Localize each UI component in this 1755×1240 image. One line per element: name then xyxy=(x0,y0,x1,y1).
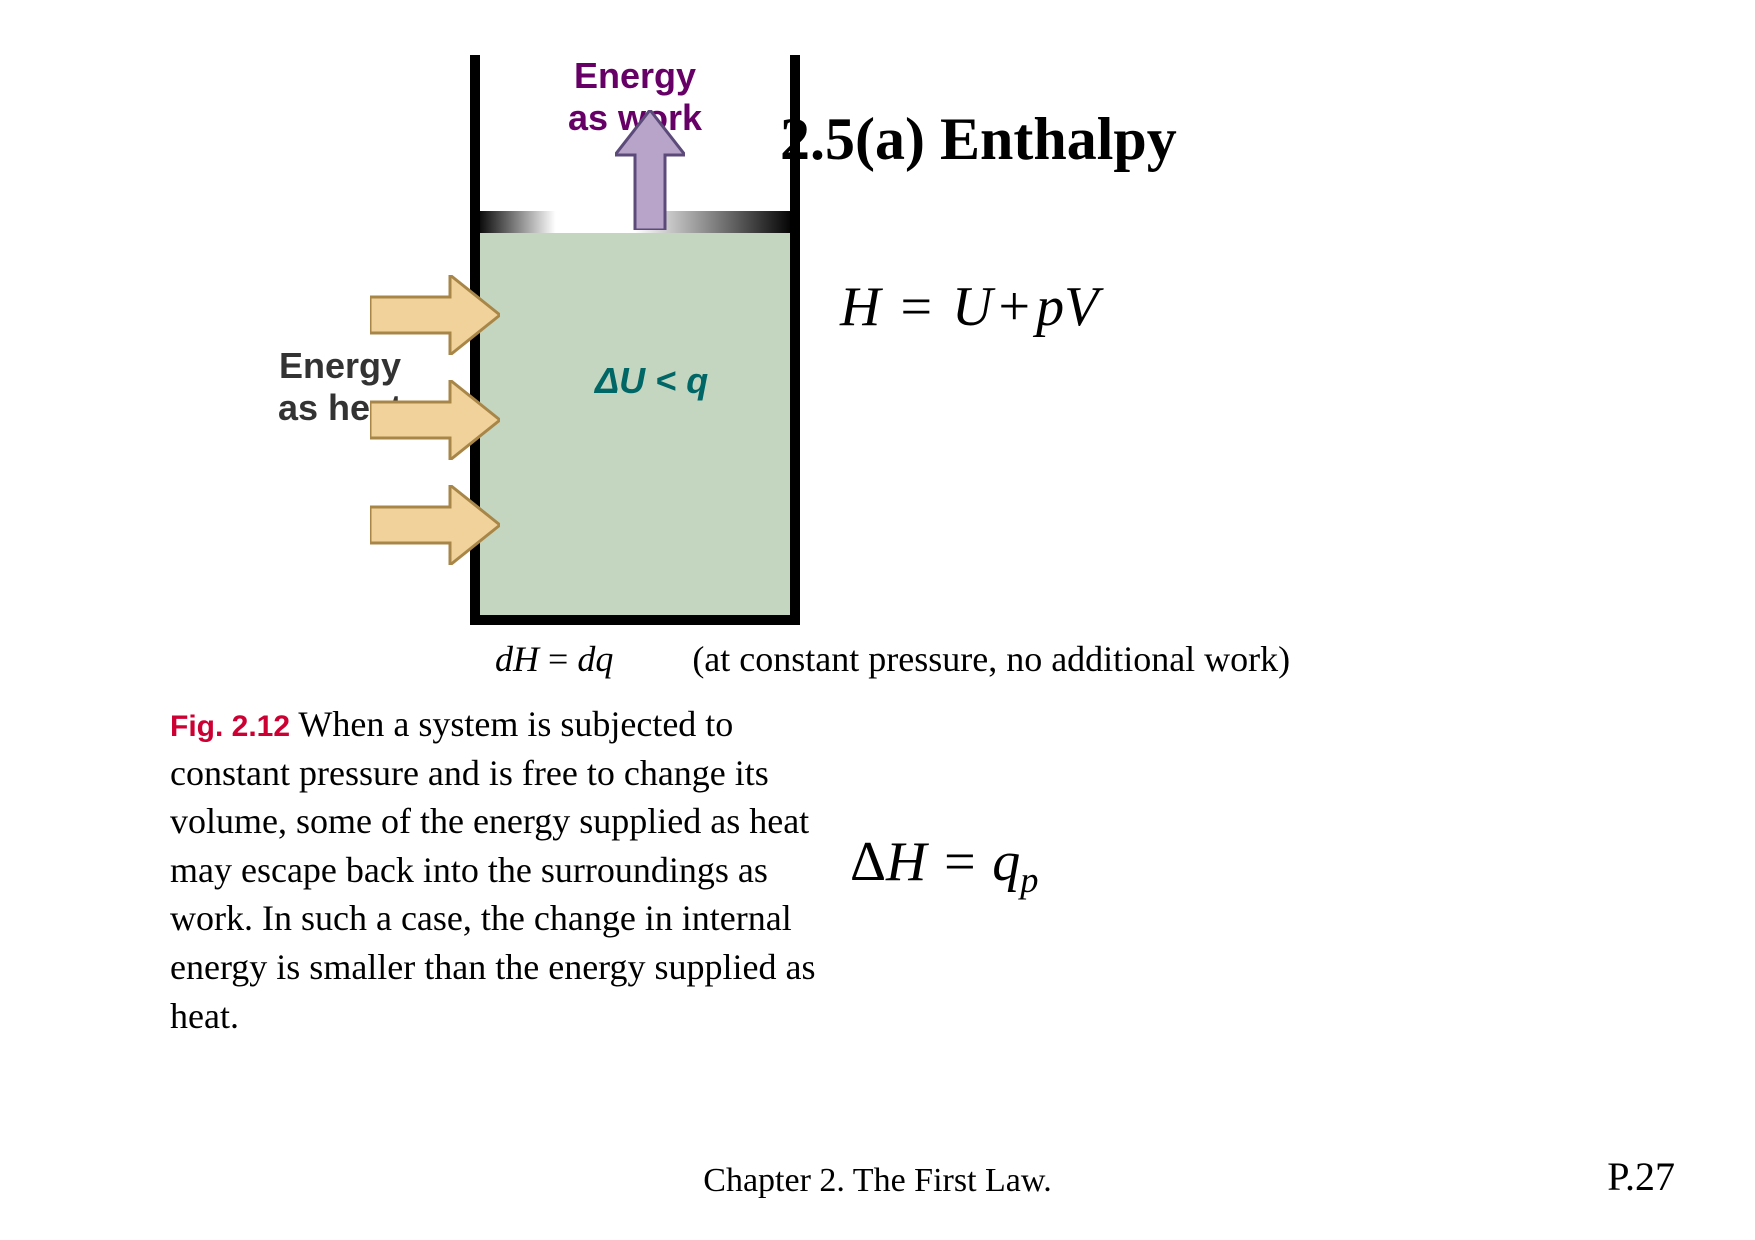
enthalpy-diagram: Energy as work Energy as heat ΔU < q xyxy=(360,55,800,625)
sym-eq: = xyxy=(940,831,992,893)
equation-deltaH-qp: ΔH = qp xyxy=(850,830,1038,901)
gas-region xyxy=(480,225,790,615)
delta-u-label: ΔU < q xyxy=(595,360,708,402)
work-arrow-shape xyxy=(615,110,685,230)
caption-text: When a system is subjected to constant p… xyxy=(170,704,816,1036)
sym-plus: + xyxy=(993,276,1037,338)
sym-H: H xyxy=(886,831,926,893)
sym-p-sub: p xyxy=(1020,860,1038,900)
cylinder-wall-bottom xyxy=(470,615,800,625)
equation-dH-dq: dH = dq (at constant pressure, no additi… xyxy=(495,638,1290,680)
heat-arrow-shape xyxy=(370,485,500,565)
figure-number: Fig. 2.12 xyxy=(170,710,290,743)
sym-U: U xyxy=(952,276,992,338)
sym-V: V xyxy=(1064,276,1098,338)
heat-arrow-icon xyxy=(370,380,500,460)
footer-page-number: P.27 xyxy=(1607,1153,1675,1200)
section-title: 2.5(a) Enthalpy xyxy=(780,105,1177,174)
sym-q: q xyxy=(992,831,1020,893)
heat-arrow-icon xyxy=(370,275,500,355)
work-arrow-icon xyxy=(615,110,685,230)
sym-dH: dH xyxy=(495,639,539,679)
sym-H: H xyxy=(840,276,880,338)
heat-arrow-shape xyxy=(370,380,500,460)
figure-caption: Fig. 2.12 When a system is subjected to … xyxy=(170,700,830,1040)
sym-eq: = xyxy=(880,276,952,338)
sym-Delta: Δ xyxy=(850,831,886,893)
sym-eq: = xyxy=(548,639,577,679)
heat-arrow-icon xyxy=(370,485,500,565)
eq-condition: (at constant pressure, no additional wor… xyxy=(622,639,1290,679)
heat-arrow-shape xyxy=(370,275,500,355)
equation-enthalpy-def: H = U+pV xyxy=(840,275,1098,339)
slide: Energy as work Energy as heat ΔU < q 2.5… xyxy=(0,0,1755,1240)
footer-chapter: Chapter 2. The First Law. xyxy=(0,1162,1755,1200)
sym-p: p xyxy=(1036,276,1064,338)
sym-dq: dq xyxy=(577,639,613,679)
